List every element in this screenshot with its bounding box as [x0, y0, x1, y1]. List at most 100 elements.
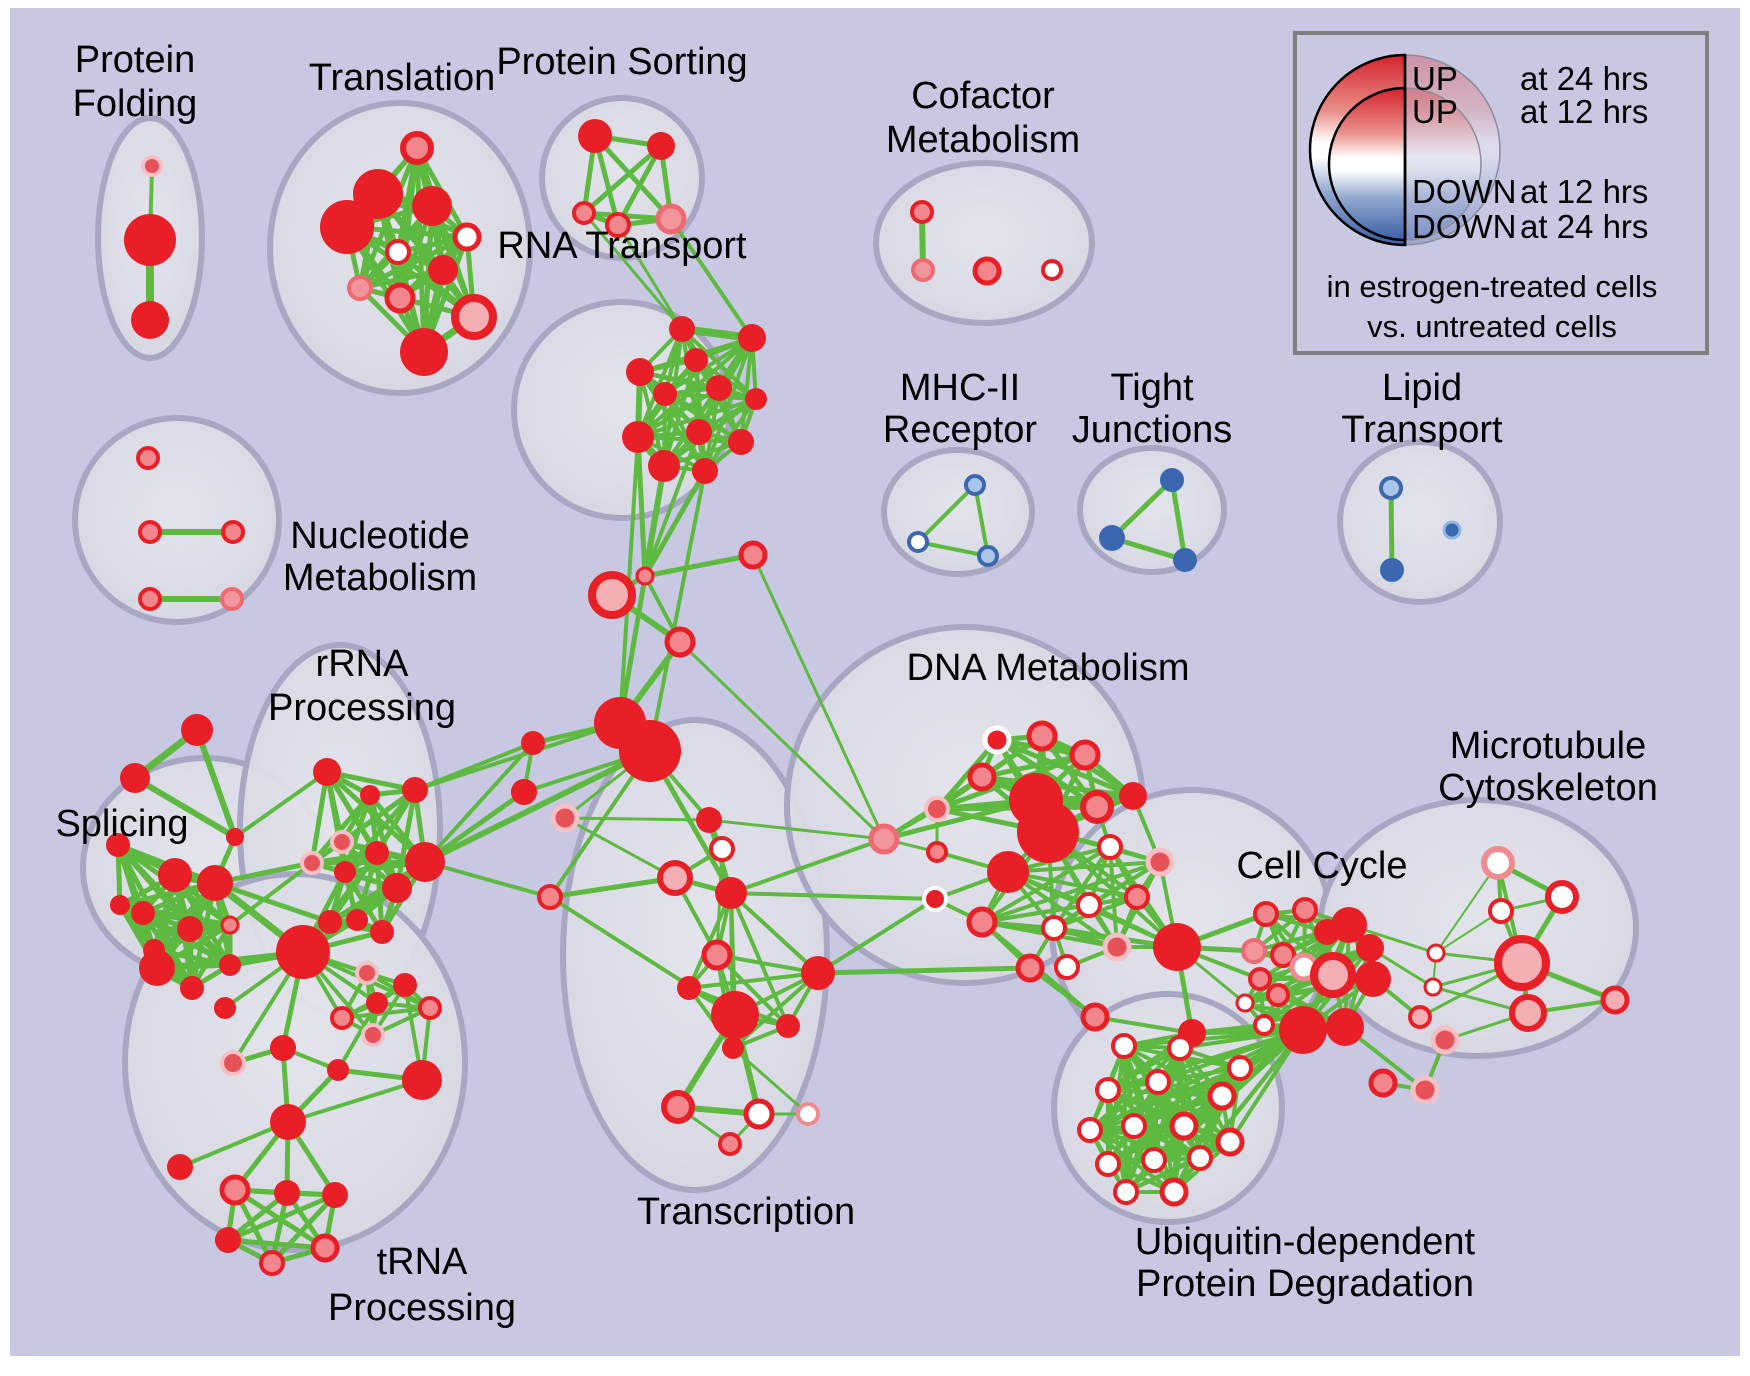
edge-ps2-ps4: [615, 143, 664, 228]
node-mt5: [1494, 935, 1550, 991]
legend-direction-3: DOWN: [1412, 208, 1516, 245]
node-rt8: [622, 421, 654, 453]
node-ccN: [1253, 1014, 1275, 1036]
cluster-mhc-ii-receptor: [881, 447, 1035, 577]
node-lp1: [1379, 476, 1403, 500]
node-cf2: [911, 258, 935, 282]
node-sp1: [158, 858, 192, 892]
edge-ps4-rt1: [616, 223, 684, 331]
node-cl1: [521, 731, 545, 755]
node-dm21: [1015, 953, 1045, 983]
node-dm9: [1017, 801, 1079, 863]
node-ps4: [605, 212, 631, 238]
node-trT1: [696, 807, 722, 833]
edge-rr1-rr3: [324, 769, 418, 793]
node-rr16: [330, 1006, 354, 1030]
node-rr5: [300, 851, 324, 875]
node-ps1: [578, 119, 612, 153]
node-tr13: [718, 1132, 742, 1156]
cluster-label-protein-folding-line0: Protein: [75, 39, 195, 81]
legend-direction-0: UP: [1412, 60, 1458, 97]
node-trT2: [709, 836, 735, 862]
node-rt4: [684, 348, 708, 372]
node-mh1: [964, 474, 986, 496]
node-tnHub: [270, 1104, 306, 1140]
node-t8: [347, 275, 373, 301]
edge-ub8-ccO: [1132, 1028, 1305, 1128]
edge-rt2-rt10: [739, 336, 754, 444]
node-sp7: [139, 950, 175, 986]
cluster-label-translation-line0: Translation: [309, 57, 496, 99]
edge-sp4-rr5: [228, 861, 314, 927]
node-sp10: [106, 833, 130, 857]
edge-trT1-pinkC: [707, 818, 886, 841]
node-mt1: [1481, 846, 1515, 880]
edge-rr15-rr16: [340, 1006, 432, 1020]
node-rr14: [366, 992, 388, 1014]
edge-trT4-tr6: [729, 891, 820, 975]
node-lp2: [1380, 558, 1404, 582]
cluster-label-rrna-processing-line1: Processing: [268, 687, 456, 729]
node-nm4: [138, 587, 162, 611]
node-ub10: [1215, 1127, 1245, 1157]
node-sp11: [110, 895, 130, 915]
node-ccA: [1253, 901, 1279, 927]
edge-rtBig2-tnHub: [286, 1078, 424, 1124]
legend-direction-2: DOWN: [1412, 173, 1516, 210]
cluster-label-trna-processing-line1: Processing: [328, 1287, 516, 1329]
edge-ub13-ub14: [1124, 1156, 1202, 1194]
node-sp8: [219, 954, 241, 976]
edge-spT1-spT3: [194, 727, 238, 840]
node-tn0: [214, 997, 236, 1019]
edge-mh1-mh2: [916, 483, 977, 544]
node-tj1: [1160, 468, 1184, 492]
edge-spT3-rr1: [233, 770, 329, 839]
node-mt2: [1545, 880, 1579, 914]
edge-rt3-rt12: [638, 370, 707, 473]
node-ccL: [1266, 983, 1290, 1007]
cluster-microtubule-cytoskeleton: [1317, 797, 1639, 1059]
node-tr9: [722, 1037, 744, 1059]
node-wrC: [922, 886, 948, 912]
node-ub6: [1207, 1081, 1237, 1111]
node-c1: [635, 566, 655, 586]
node-dm22: [1054, 954, 1080, 980]
node-rt9: [686, 419, 712, 445]
cluster-label-trna-processing-line0: tRNA: [377, 1241, 468, 1283]
edge-tj1-tj3: [1169, 477, 1188, 563]
node-rr17: [361, 1023, 385, 1047]
node-ccJ: [1355, 961, 1391, 997]
node-tnLone: [167, 1154, 193, 1180]
node-sp3: [131, 901, 155, 925]
legend-time-2: at 12 hrs: [1520, 173, 1648, 210]
layer-nodes: [106, 119, 1630, 1276]
node-dm1: [982, 725, 1012, 755]
edge-rt1-rt7: [680, 327, 758, 401]
edge-trT4-wrC: [729, 891, 937, 901]
node-pf3: [131, 301, 169, 339]
node-mt3: [1488, 898, 1514, 924]
node-ps3: [572, 201, 596, 225]
edge-ub2-ub12: [1152, 1046, 1182, 1162]
legend-time-0: at 24 hrs: [1520, 60, 1648, 97]
cluster-label-dna-metabolism-line0: DNA Metabolism: [907, 647, 1190, 689]
node-ccE: [1356, 934, 1384, 962]
node-t2: [353, 169, 403, 219]
edge-ub2-ub7: [1088, 1046, 1182, 1132]
node-rrBig: [405, 842, 445, 882]
edge-trL-trT3: [547, 875, 678, 900]
edge-tj1-tj2: [1109, 477, 1175, 541]
node-t9: [384, 282, 416, 314]
cluster-label-protein-sorting-line0: Protein Sorting: [496, 41, 747, 83]
node-mt8: [1509, 994, 1547, 1032]
cluster-label-microtubule-cytoskeleton-line1: Cytoskeleton: [1438, 767, 1658, 809]
node-dm7: [1080, 790, 1114, 824]
edge-ub3-ub5: [1156, 1066, 1242, 1084]
node-dm12: [926, 841, 948, 863]
node-tr7: [677, 976, 701, 1000]
edge-dm14-dm17: [980, 860, 1162, 924]
node-trBig: [711, 991, 759, 1039]
node-t4: [320, 200, 374, 254]
